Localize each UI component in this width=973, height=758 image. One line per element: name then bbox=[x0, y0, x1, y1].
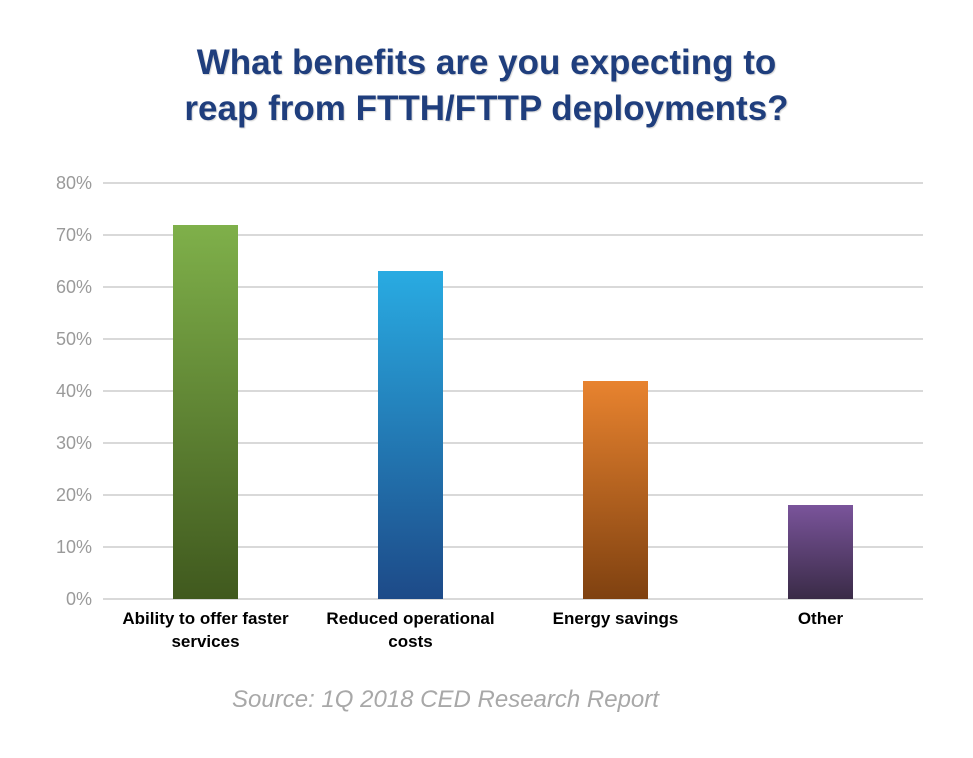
bar-1 bbox=[378, 271, 443, 599]
x-category-label-2: Energy savings bbox=[552, 609, 679, 628]
gridline-0 bbox=[103, 598, 923, 600]
bar-3 bbox=[788, 505, 853, 599]
y-tick-label-50: 50% bbox=[55, 329, 92, 349]
y-tick-label-20: 20% bbox=[55, 485, 92, 505]
y-tick-label-40: 40% bbox=[55, 381, 92, 401]
bar-0 bbox=[173, 224, 238, 599]
plot-area bbox=[103, 182, 923, 600]
gridline-80 bbox=[103, 182, 923, 184]
gridline-10 bbox=[103, 546, 923, 548]
gridline-60 bbox=[103, 286, 923, 288]
gridline-30 bbox=[103, 442, 923, 444]
y-tick-label-10: 10% bbox=[55, 537, 92, 557]
y-tick-label-0: 0% bbox=[65, 589, 92, 609]
gridline-40 bbox=[103, 390, 923, 392]
chart-title-line-1: What benefits are you expecting to bbox=[196, 43, 777, 82]
bar-2 bbox=[583, 380, 648, 599]
gridline-20 bbox=[103, 494, 923, 496]
gridline-70 bbox=[103, 234, 923, 236]
source-note: Source: 1Q 2018 CED Research Report bbox=[232, 686, 659, 713]
x-category-label-0: Ability to offer faster services bbox=[122, 609, 289, 651]
y-axis-ticks: 0% 10% 20% 30% 40% 50% 60% 70% 80% bbox=[0, 173, 92, 609]
y-tick-label-60: 60% bbox=[55, 277, 92, 297]
y-tick-label-30: 30% bbox=[55, 433, 92, 453]
x-category-label-1: Reduced operational costs bbox=[326, 609, 495, 651]
chart-title: What benefits are you expecting to reap … bbox=[0, 40, 973, 131]
gridline-50 bbox=[103, 338, 923, 340]
chart-title-line-2: reap from FTTH/FTTP deployments? bbox=[184, 88, 789, 128]
y-tick-label-80: 80% bbox=[55, 173, 92, 193]
x-axis-labels: Ability to offer faster services Reduced … bbox=[103, 608, 923, 654]
x-category-label-3: Other bbox=[797, 609, 844, 628]
y-tick-label-70: 70% bbox=[55, 225, 92, 245]
